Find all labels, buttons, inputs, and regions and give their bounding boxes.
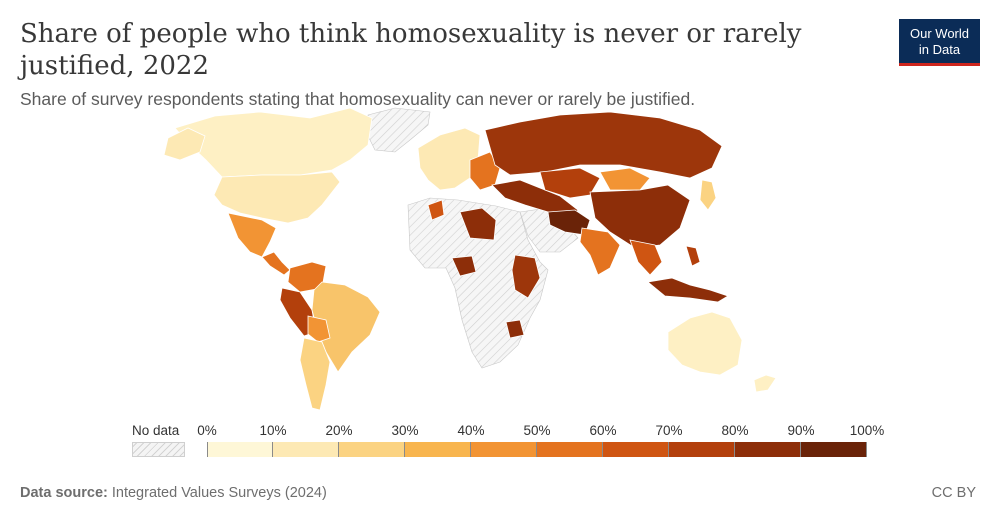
legend-swatch-4[interactable] <box>471 442 537 457</box>
legend-swatch-6[interactable] <box>603 442 669 457</box>
legend-swatch-8[interactable] <box>735 442 801 457</box>
legend-swatch-7[interactable] <box>669 442 735 457</box>
legend-swatch-9[interactable] <box>801 442 867 457</box>
legend-swatch-3[interactable] <box>405 442 471 457</box>
map-region-zimbabwe[interactable] <box>505 319 525 339</box>
map-region-central-america[interactable] <box>261 251 291 276</box>
map-region-southeast-asia[interactable] <box>629 239 663 276</box>
map-region-kazakhstan-central-asia[interactable] <box>539 167 601 199</box>
map-region-argentina-chile[interactable] <box>299 337 331 411</box>
footer-source-label: Data source: <box>20 485 108 501</box>
map-region-brazil[interactable] <box>311 281 381 373</box>
legend-no-data-label: No data <box>132 423 180 438</box>
legend-tick-label: 30% <box>391 423 419 438</box>
chart-title: Share of people who think homosexuality … <box>20 19 802 81</box>
map-region-morocco[interactable] <box>427 199 445 221</box>
map-region-new-zealand[interactable] <box>753 374 777 393</box>
map-region-china[interactable] <box>589 184 691 249</box>
owid-logo[interactable]: Our World in Data <box>899 19 980 66</box>
logo-line2: in Data <box>918 42 961 57</box>
footer-license[interactable]: CC BY <box>931 485 976 501</box>
legend-tick-label: 100% <box>849 423 885 438</box>
legend-tick-label: 20% <box>325 423 353 438</box>
map-region-philippines[interactable] <box>685 245 701 267</box>
legend-tick-label: 60% <box>589 423 617 438</box>
map-region-ethiopia-kenya[interactable] <box>511 254 541 299</box>
legend-no-data-swatch <box>132 442 185 457</box>
legend-swatch-2[interactable] <box>339 442 405 457</box>
map-region-india[interactable] <box>579 227 621 276</box>
map-region-bolivia[interactable] <box>307 315 331 343</box>
chart-subtitle: Share of survey respondents stating that… <box>20 89 696 109</box>
map-region-united-states[interactable] <box>213 171 341 224</box>
legend-tick-label: 40% <box>457 423 485 438</box>
legend-tick-label: 70% <box>655 423 683 438</box>
legend-swatch-1[interactable] <box>273 442 339 457</box>
legend-tick-label: 90% <box>787 423 815 438</box>
footer-source-text[interactable]: Integrated Values Surveys (2024) <box>111 485 327 501</box>
map-region-europe[interactable] <box>417 127 481 191</box>
map-region-greenland[interactable] <box>365 107 431 153</box>
map-region-australia[interactable] <box>667 311 743 376</box>
legend-tick-label: 10% <box>259 423 287 438</box>
legend-tick-label: 50% <box>523 423 551 438</box>
legend-tick-label: 80% <box>721 423 749 438</box>
map-region-indonesia[interactable] <box>647 277 729 303</box>
map-region-nigeria[interactable] <box>451 255 477 277</box>
legend-swatch-0[interactable] <box>207 442 273 457</box>
footer-source: Data source: Integrated Values Surveys (… <box>20 485 327 501</box>
map-region-mongolia[interactable] <box>599 167 651 191</box>
legend-color-bar[interactable] <box>207 442 867 457</box>
legend-tick-label: 0% <box>197 423 217 438</box>
map-region-canada[interactable] <box>174 107 373 178</box>
map-region-alaska[interactable] <box>163 127 206 161</box>
legend-swatch-5[interactable] <box>537 442 603 457</box>
map-region-mexico[interactable] <box>227 212 277 258</box>
logo-line1: Our World <box>910 26 969 41</box>
map-region-north-africa[interactable] <box>459 207 497 241</box>
map-region-japan[interactable] <box>699 179 717 211</box>
map-region-russia[interactable] <box>484 111 723 179</box>
